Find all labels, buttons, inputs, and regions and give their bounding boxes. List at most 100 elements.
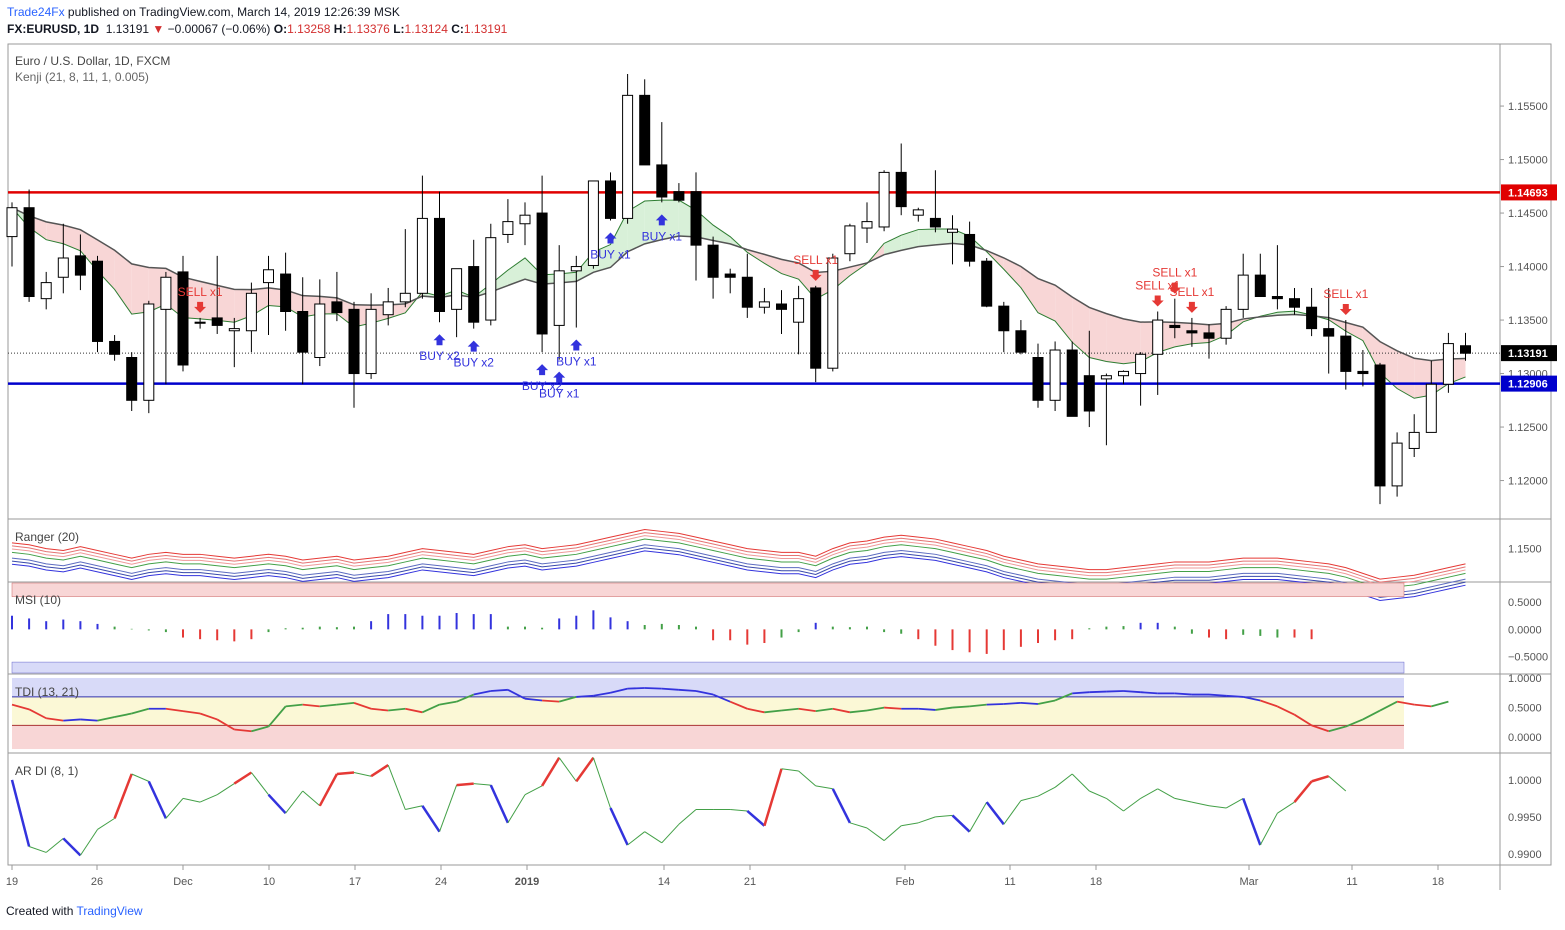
ardi-line-segment: [507, 794, 526, 824]
candle-body: [331, 301, 343, 314]
tdi-line-segment: [302, 703, 320, 708]
ardi-line-segment: [831, 788, 852, 824]
buy-arrow-icon: [570, 339, 583, 351]
ardi-line-segment: [113, 773, 133, 819]
ardi-line-segment: [1328, 775, 1347, 792]
candle: [382, 287, 394, 326]
candle: [1289, 287, 1300, 315]
candle: [1357, 350, 1369, 387]
ardi-line-segment: [456, 782, 474, 787]
ranger-band-line: [11, 538, 1466, 590]
x-tick-label: 10: [263, 876, 275, 888]
candle: [827, 253, 839, 372]
tdi-line-segment: [678, 688, 697, 692]
candle-body: [502, 221, 514, 235]
candle: [1169, 298, 1181, 339]
cloud-segment: [1055, 285, 1073, 343]
candle-body: [1306, 306, 1318, 330]
ardi-line-segment: [1054, 773, 1073, 788]
candle-body: [947, 228, 958, 233]
y-tick-label: 1.0000: [1508, 673, 1542, 685]
x-tick-label: 2019: [515, 876, 539, 888]
ardi-line-segment: [541, 757, 561, 787]
y-tick-label: 1.14000: [1508, 262, 1548, 274]
open-value: 1.13258: [287, 22, 331, 36]
ardi-line-segment: [951, 814, 971, 833]
x-tick-label: 14: [658, 876, 670, 888]
cloud-segment: [901, 229, 919, 251]
ardi-line-segment: [1157, 788, 1176, 799]
brand-link[interactable]: Trade24Fx: [7, 5, 65, 19]
tdi-line-segment: [285, 703, 303, 708]
tdi-line-segment: [644, 687, 662, 690]
tdi-line-segment: [1226, 694, 1244, 698]
candle-body: [861, 221, 873, 229]
tdi-line-segment: [1106, 690, 1124, 693]
candle-body: [1271, 296, 1283, 300]
candle-body: [1100, 375, 1112, 380]
buy-signal-label: BUY x2: [419, 349, 460, 363]
tdi-line-segment: [935, 706, 953, 711]
candle: [416, 175, 428, 299]
tradingview-logo[interactable]: TradingView: [76, 904, 143, 918]
candle: [160, 271, 172, 385]
footer: Created with TradingView: [6, 904, 143, 918]
ardi-line-segment: [661, 823, 680, 844]
candle-body: [844, 225, 856, 255]
candle-body: [1152, 319, 1164, 355]
cloud-segment: [507, 257, 525, 286]
sell-arrow-icon: [194, 301, 207, 313]
candle: [314, 279, 326, 367]
y-tick-label: 1.13500: [1508, 315, 1548, 327]
tdi-line-segment: [63, 718, 81, 722]
ardi-line-segment: [901, 822, 919, 827]
ardi-line-segment: [1174, 797, 1193, 803]
tdi-line-segment: [507, 689, 526, 700]
last-price-badge: [1501, 345, 1557, 362]
candle-body: [553, 270, 565, 326]
candle: [177, 255, 189, 372]
candle: [399, 229, 411, 308]
tdi-line-segment: [1123, 690, 1141, 694]
tdi-line-segment: [576, 694, 594, 698]
y-tick-label: 0.9900: [1508, 849, 1542, 861]
tdi-line-segment: [1260, 699, 1278, 708]
cloud-segment: [713, 225, 731, 244]
ardi-line-segment: [815, 785, 833, 790]
ardi-line-segment: [302, 790, 321, 807]
candle: [776, 290, 787, 334]
candle: [365, 293, 377, 379]
cloud-segment: [131, 263, 149, 315]
candle-body: [758, 301, 770, 308]
candle-body: [810, 287, 822, 369]
cloud-segment: [764, 254, 782, 274]
candle: [6, 202, 18, 267]
candle: [1100, 373, 1112, 446]
tdi-line-segment: [1379, 700, 1398, 712]
y-tick-label: 0.0000: [1508, 624, 1542, 636]
ardi-line-segment: [370, 764, 389, 778]
buy-signal-label: BUY x2: [522, 379, 563, 393]
tdi-line-segment: [1089, 690, 1107, 694]
y-tick-label: 1.14500: [1508, 208, 1548, 220]
candle: [1391, 432, 1403, 497]
candle: [758, 287, 770, 314]
ardi-line-segment: [1089, 790, 1107, 799]
tdi-line-segment: [1431, 700, 1449, 708]
ardi-title: AR DI (8, 1): [15, 764, 78, 778]
ardi-line-segment: [285, 790, 304, 814]
candle-body: [707, 244, 719, 278]
sell-signal-label: SELL x1: [1323, 287, 1368, 301]
y-tick-label: 1.15000: [1508, 155, 1548, 167]
candle-body: [451, 268, 463, 310]
tdi-line-segment: [319, 703, 337, 708]
y-tick-label: 0.5000: [1508, 703, 1542, 715]
ardi-line-segment: [763, 768, 783, 827]
candle: [1374, 362, 1386, 505]
ardi-line-segment: [387, 764, 406, 810]
tdi-line-segment: [1072, 691, 1090, 695]
cloud-segment: [46, 221, 64, 244]
cloud-segment: [63, 225, 81, 251]
ardi-line-segment: [147, 780, 168, 819]
